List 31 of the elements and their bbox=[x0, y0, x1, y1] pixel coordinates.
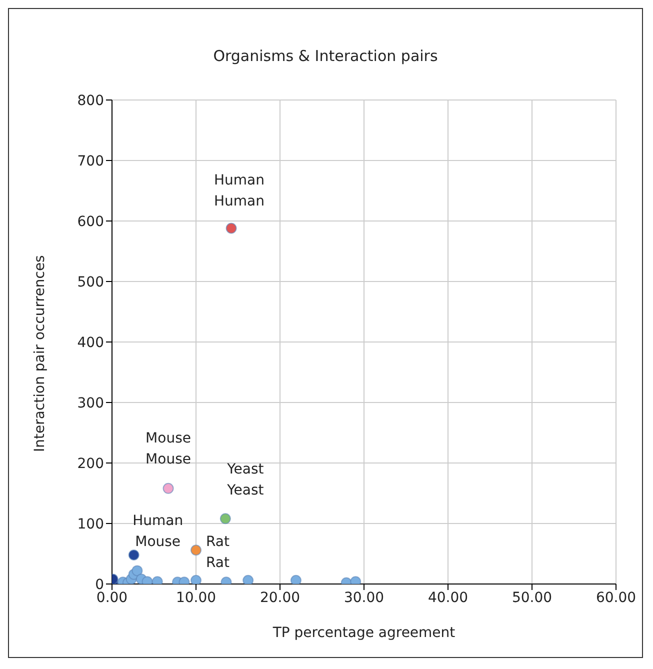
y-tick-label: 800 bbox=[77, 92, 104, 109]
x-tick-label: 50.00 bbox=[512, 590, 552, 606]
point bbox=[220, 513, 231, 524]
y-tick-label: 700 bbox=[77, 153, 104, 170]
x-tick-label: 40.00 bbox=[428, 590, 468, 606]
point bbox=[242, 574, 254, 584]
x-axis-title: TP percentage agreement bbox=[272, 625, 456, 641]
point bbox=[190, 544, 202, 556]
y-tick-label: 300 bbox=[77, 395, 104, 412]
y-tick-label: 600 bbox=[77, 214, 104, 230]
annotation: Mouse Mouse bbox=[146, 430, 191, 468]
annotation: Rat Rat bbox=[206, 534, 230, 572]
x-tick-label: 60.00 bbox=[596, 590, 636, 606]
point bbox=[226, 222, 237, 234]
y-tick-label: 500 bbox=[77, 274, 104, 290]
point bbox=[190, 574, 202, 584]
x-tick-label: 10.00 bbox=[176, 590, 216, 606]
y-tick-label: 100 bbox=[77, 516, 104, 532]
point bbox=[132, 565, 143, 576]
point bbox=[162, 482, 174, 494]
annotation: Human Mouse bbox=[132, 512, 184, 550]
y-axis-title: Interaction pair occurrences bbox=[32, 255, 48, 452]
y-tick-label: 200 bbox=[77, 456, 104, 472]
x-tick-label: 20.00 bbox=[260, 590, 300, 606]
annotation: Yeast Yeast bbox=[226, 462, 264, 499]
annotation: Human Human bbox=[214, 172, 265, 210]
point bbox=[128, 549, 140, 560]
y-tick-label: 400 bbox=[77, 334, 104, 351]
x-tick-label: 30.00 bbox=[344, 590, 384, 606]
point bbox=[290, 574, 302, 584]
chart-title: Organisms & Interaction pairs bbox=[212, 47, 439, 65]
